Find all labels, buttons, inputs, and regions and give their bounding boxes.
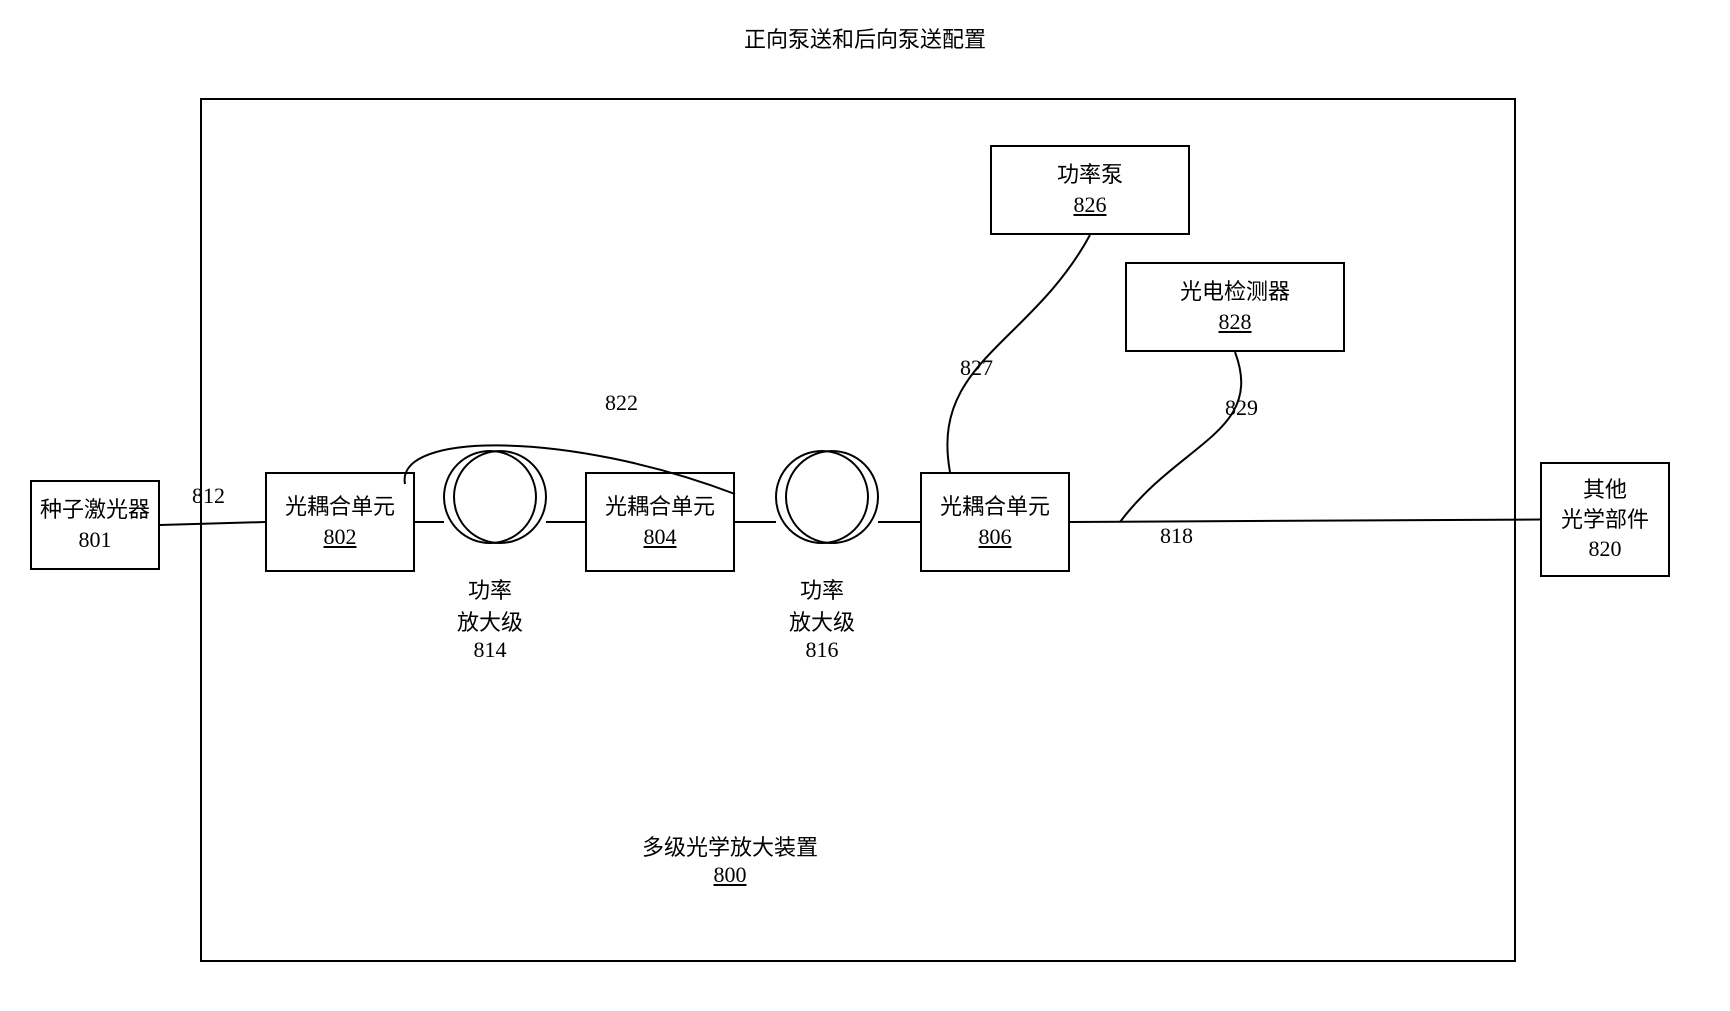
- node-other-optical-ref: 820: [1589, 534, 1622, 564]
- amp-stage-2-label-line2: 放大级: [789, 610, 855, 635]
- amplifier-device-label: 多级光学放大装置 800: [580, 830, 880, 888]
- node-photodetector-label: 光电检测器: [1180, 277, 1290, 307]
- node-photodetector: 光电检测器 828: [1125, 262, 1345, 352]
- node-photodetector-ref: 828: [1219, 307, 1252, 337]
- amp-stage-1-label-line1: 功率: [468, 578, 512, 603]
- amp-stage-1-ref: 814: [474, 637, 507, 662]
- node-coupling-unit-3-ref: 806: [979, 522, 1012, 552]
- node-coupling-unit-3-label: 光耦合单元: [940, 492, 1050, 522]
- wire-label-812: 812: [192, 483, 225, 509]
- node-coupling-unit-1-label: 光耦合单元: [285, 492, 395, 522]
- amp-stage-1-label: 功率 放大级 814: [430, 573, 550, 663]
- node-seed-laser: 种子激光器 801: [30, 480, 160, 570]
- wire-label-822: 822: [605, 390, 638, 416]
- node-power-pump: 功率泵 826: [990, 145, 1190, 235]
- node-power-pump-label: 功率泵: [1057, 160, 1123, 190]
- node-other-optical: 其他 光学部件 820: [1540, 462, 1670, 577]
- amp-stage-2-label: 功率 放大级 816: [762, 573, 882, 663]
- amplifier-device-ref: 800: [714, 862, 747, 887]
- wire-label-829: 829: [1225, 395, 1258, 421]
- amp-stage-1-label-line2: 放大级: [457, 610, 523, 635]
- wire-label-818: 818: [1160, 523, 1193, 549]
- diagram-title: 正向泵送和后向泵送配置: [744, 22, 986, 54]
- node-power-pump-ref: 826: [1074, 190, 1107, 220]
- amp-stage-2-label-line1: 功率: [800, 578, 844, 603]
- node-coupling-unit-2-label: 光耦合单元: [605, 492, 715, 522]
- node-other-optical-label1: 其他: [1583, 475, 1627, 505]
- node-seed-laser-ref: 801: [79, 525, 112, 555]
- wire-label-827: 827: [960, 355, 993, 381]
- node-coupling-unit-1-ref: 802: [324, 522, 357, 552]
- amplifier-device-label-text: 多级光学放大装置: [642, 835, 818, 860]
- node-other-optical-label2: 光学部件: [1561, 505, 1649, 535]
- node-seed-laser-label: 种子激光器: [40, 495, 150, 525]
- node-coupling-unit-2: 光耦合单元 804: [585, 472, 735, 572]
- node-coupling-unit-2-ref: 804: [644, 522, 677, 552]
- node-coupling-unit-3: 光耦合单元 806: [920, 472, 1070, 572]
- amp-stage-2-ref: 816: [806, 637, 839, 662]
- node-coupling-unit-1: 光耦合单元 802: [265, 472, 415, 572]
